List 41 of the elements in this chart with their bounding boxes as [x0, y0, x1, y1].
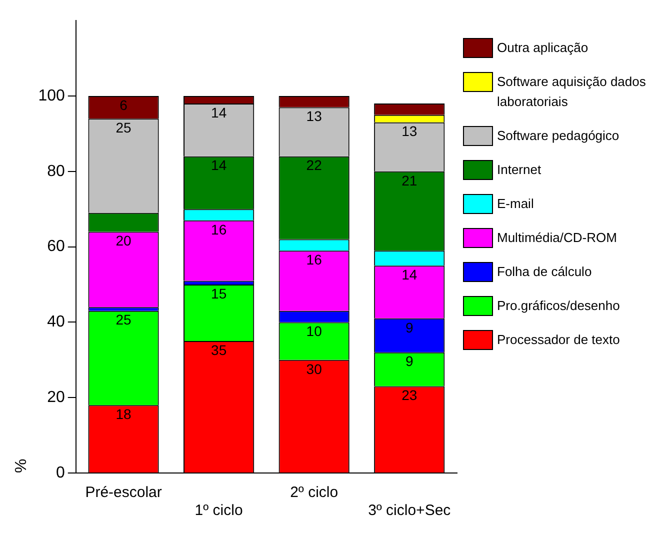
data-label: 9	[405, 353, 414, 370]
legend-label: Outra aplicação	[497, 39, 590, 57]
y-tick-label: 80	[47, 162, 65, 180]
data-label: 15	[211, 285, 227, 302]
data-label: 20	[116, 232, 132, 249]
data-label: 30	[306, 360, 322, 377]
data-label: 10	[306, 323, 322, 340]
data-label: 13	[306, 108, 322, 124]
data-label: 21	[402, 172, 418, 188]
legend-label: Software pedagógico	[497, 127, 620, 145]
data-label: 9	[405, 319, 414, 336]
data-label: 35	[211, 342, 227, 358]
legend-label: Internet	[497, 161, 542, 179]
y-tick-label: 100	[38, 87, 65, 104]
data-label: 16	[211, 221, 227, 238]
data-label: 16	[306, 251, 322, 268]
data-label: 22	[306, 157, 322, 174]
legend-label: E-mail	[497, 195, 535, 213]
data-label: 23	[402, 387, 418, 404]
x-tick-label: Pré-escolar	[85, 484, 162, 502]
y-tick-label: 60	[47, 238, 65, 256]
y-tick-label: 20	[47, 389, 65, 406]
data-label: 13	[402, 123, 418, 140]
legend-label: Software aquisição dados laboratoriais	[497, 73, 647, 111]
legend-label: Folha de cálculo	[497, 263, 593, 281]
legend-label: Multimédia/CD-ROM	[497, 229, 618, 247]
y-tick-label: 40	[47, 314, 65, 331]
y-axis-title: %	[13, 458, 30, 473]
data-label: 14	[211, 104, 227, 120]
data-label: 14	[402, 266, 418, 283]
y-tick-label: 0	[56, 464, 65, 482]
legend-label: Pro.gráficos/desenho	[497, 297, 621, 315]
data-label: 25	[116, 312, 132, 328]
data-label: 14	[211, 157, 227, 174]
legend-label: Processador de texto	[497, 331, 621, 349]
data-label: 25	[116, 119, 132, 136]
x-tick-label: 2º ciclo	[290, 484, 338, 502]
x-tick-label: 1º ciclo	[194, 502, 243, 520]
x-tick-label: 3º ciclo+Sec	[368, 502, 452, 520]
data-label: 18	[116, 406, 132, 422]
data-label: 6	[120, 96, 128, 113]
